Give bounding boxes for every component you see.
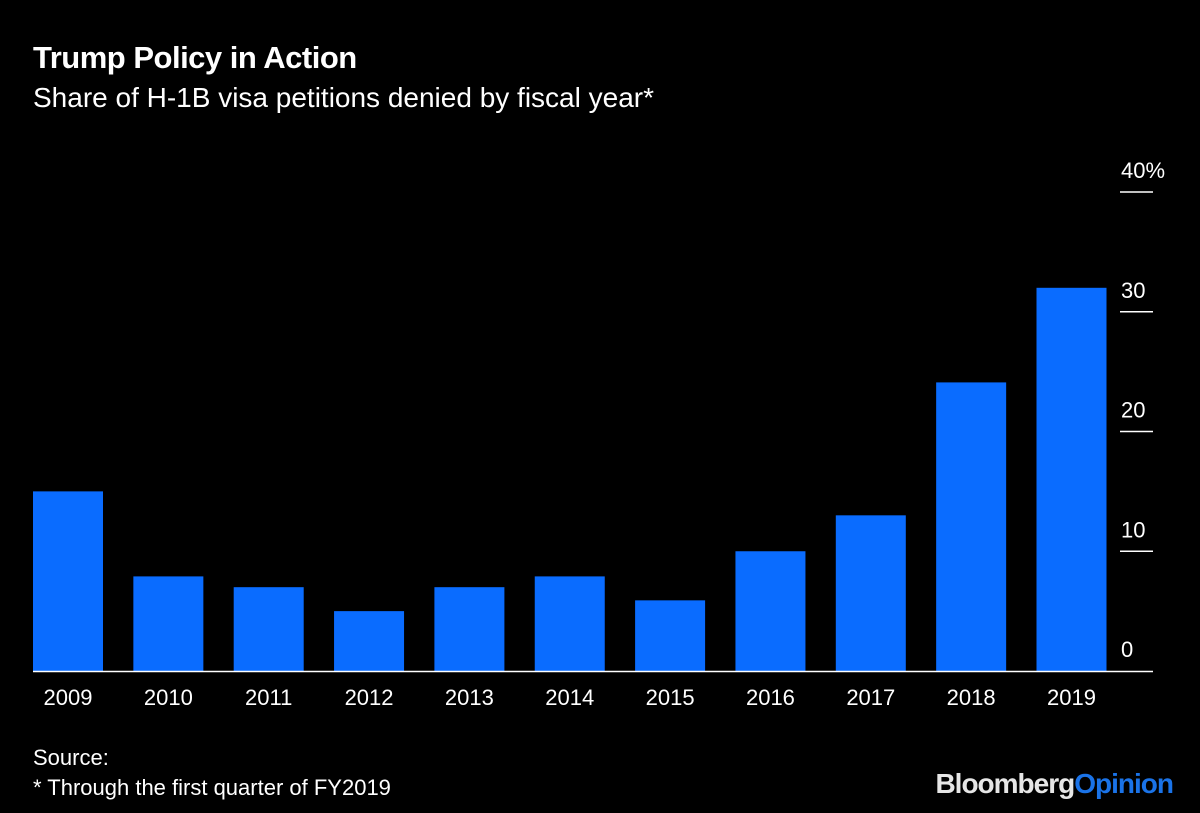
source-note: Source: * Through the first quarter of F… (33, 743, 391, 803)
bar-2013 (434, 587, 505, 671)
source-label: Source: (33, 745, 109, 770)
x-tick-label: 2010 (144, 685, 193, 710)
bloomberg-opinion-logo: BloombergOpinion (935, 768, 1174, 800)
bar-2011 (233, 587, 304, 671)
chart-title: Trump Policy in Action (33, 40, 357, 75)
bar-2016 (735, 551, 806, 671)
x-tick-label: 2019 (1047, 685, 1096, 710)
bar-2017 (835, 515, 906, 671)
bar-2018 (936, 382, 1007, 671)
y-tick-label: 20 (1121, 398, 1145, 423)
bar-2012 (334, 611, 405, 671)
x-tick-label: 2017 (846, 685, 895, 710)
x-tick-label: 2018 (947, 685, 996, 710)
bar-2009 (33, 491, 103, 671)
y-tick-label: 0 (1121, 637, 1133, 662)
bar-2010 (133, 576, 204, 671)
x-tick-label: 2011 (245, 685, 292, 710)
bar-2015 (635, 600, 706, 671)
chart-subtitle: Share of H-1B visa petitions denied by f… (33, 82, 654, 113)
logo-section: Opinion (1074, 768, 1174, 799)
y-tick-label: 30 (1121, 278, 1145, 303)
x-tick-label: 2015 (646, 685, 695, 710)
logo-brand: Bloomberg (935, 768, 1075, 799)
x-tick-label: 2016 (746, 685, 795, 710)
x-tick-label: 2013 (445, 685, 494, 710)
y-tick-label: 40% (1121, 158, 1165, 183)
x-tick-label: 2009 (44, 685, 93, 710)
x-tick-label: 2012 (345, 685, 394, 710)
x-tick-label: 2014 (545, 685, 594, 710)
footnote: * Through the first quarter of FY2019 (33, 775, 391, 800)
bar-2014 (534, 576, 605, 671)
bar-2019 (1036, 287, 1107, 671)
y-tick-label: 10 (1121, 517, 1145, 542)
